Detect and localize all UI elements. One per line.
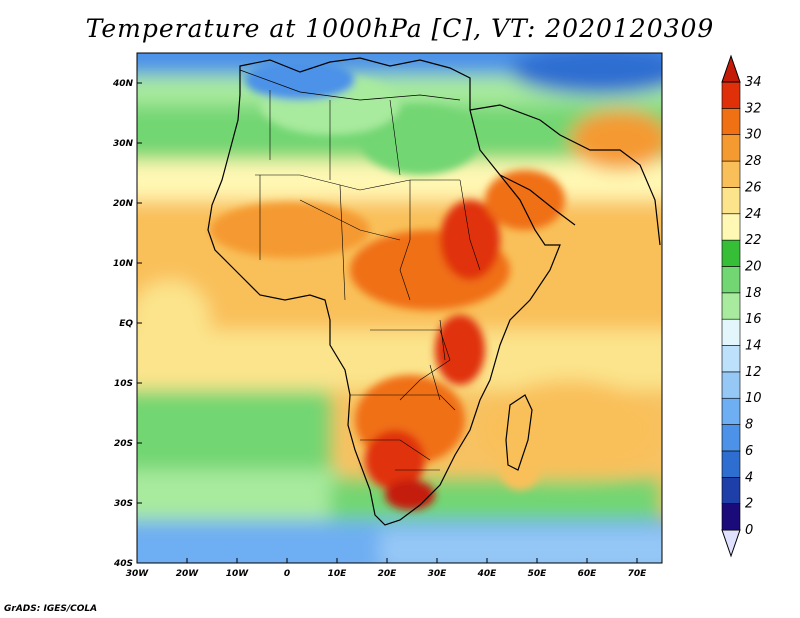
lat-tick-label: 30N [113,139,134,149]
lat-tick-label: 10N [113,259,134,269]
colorbar-swatch [721,397,741,425]
colorbar-label: 6 [745,444,753,459]
lat-tick-label: 20N [113,199,134,209]
colorbar-swatch [721,187,741,215]
borders-overlay [255,90,481,471]
lon-tick-label: 10E [328,569,348,579]
colorbar-label: 18 [745,286,762,301]
colorbar-label: 32 [745,101,762,116]
lon-tick-label: 40E [477,569,498,579]
lon-tick-label: 50E [528,569,548,579]
colorbar-label: 10 [745,391,762,406]
colorbar-swatch [721,213,741,241]
colorbar-under-triangle [721,529,741,558]
colorbar-swatch [721,160,741,188]
lat-tick-label: 30S [114,499,133,509]
colorbar-swatch [721,450,741,478]
lat-tick-label: EQ [119,319,133,329]
colorbar-label: 12 [745,365,762,380]
lon-tick-label: 70E [628,569,648,579]
colorbar-label: 14 [745,339,762,354]
colorbar-swatch [721,476,741,504]
colorbar-label: 30 [745,128,762,143]
lon-tick-label: 20E [378,569,398,579]
colorbar-label: 0 [745,523,753,538]
lat-tick-label: 40N [112,79,134,89]
colorbar-label: 2 [745,497,753,512]
colorbar-label: 28 [745,154,762,169]
colorbar-swatch [721,318,741,346]
lon-tick-label: 20W [176,569,200,579]
colorbar-swatch [721,108,741,136]
lon-tick-label: 10W [226,569,250,579]
coastline-overlay [207,57,661,526]
colorbar-swatch [721,292,741,320]
colorbar-label: 22 [745,233,762,248]
lat-tick-label: 10S [114,379,133,389]
lat-tick-label: 20S [114,439,133,449]
credit-label: GrADS: IGES/COLA [4,604,98,614]
colorbar-swatch [721,239,741,267]
plot-frame [136,52,663,564]
colorbar-label: 8 [745,418,753,433]
colorbar-label: 4 [745,470,753,485]
colorbar-label: 26 [745,180,762,195]
colorbar-swatch [721,371,741,399]
colorbar-label: 20 [745,259,762,274]
colorbar-label: 24 [745,207,762,222]
colorbar-label: 16 [745,312,762,327]
colorbar-swatch [721,503,741,531]
colorbar-label: 34 [745,75,762,90]
colorbar-swatch [721,266,741,294]
latitude-axis: 40S 30S 20S 10S EQ 10N 20N 30N 40N [112,79,142,569]
lon-tick-label: 30W [126,569,150,579]
longitude-axis: 30W 20W 10W 0 10E 20E 30E 40E 50E 60E 70E [126,558,647,579]
colorbar-swatch [721,345,741,373]
lat-tick-label: 40S [113,559,133,569]
chart-title: Temperature at 1000hPa [C], VT: 20201203… [85,14,715,43]
colorbar-swatch [721,81,741,109]
temperature-field [137,53,662,563]
lon-tick-label: 0 [284,569,290,579]
colorbar-swatch [721,134,741,162]
lon-tick-label: 30E [428,569,448,579]
lon-tick-label: 60E [578,569,598,579]
colorbar-swatch [721,424,741,452]
colorbar-over-triangle [721,54,741,83]
